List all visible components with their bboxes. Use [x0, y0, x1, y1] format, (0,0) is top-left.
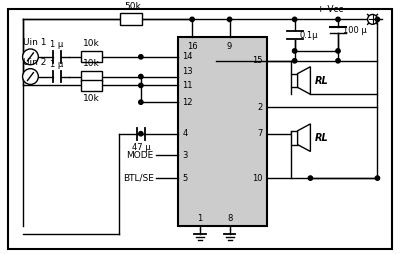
Circle shape [139, 100, 143, 104]
Circle shape [292, 59, 297, 63]
Text: 47 µ: 47 µ [132, 142, 150, 152]
Circle shape [308, 176, 312, 180]
Text: MODE: MODE [126, 151, 154, 160]
Text: 4: 4 [182, 129, 188, 138]
Circle shape [139, 55, 143, 59]
Text: 10: 10 [252, 173, 263, 183]
Text: 3: 3 [182, 151, 188, 160]
Circle shape [368, 14, 378, 24]
Circle shape [139, 83, 143, 88]
Polygon shape [298, 67, 310, 94]
Circle shape [292, 49, 297, 53]
Text: Uin 2: Uin 2 [22, 58, 46, 67]
Circle shape [336, 49, 340, 53]
Circle shape [190, 17, 194, 22]
Text: 7: 7 [258, 129, 263, 138]
Bar [291, 74, 298, 87]
Text: 100 µ: 100 µ [343, 26, 367, 35]
Circle shape [375, 17, 380, 22]
Bar [120, 13, 142, 25]
Text: RL: RL [314, 133, 328, 143]
Text: Uin 1: Uin 1 [22, 38, 46, 47]
Text: 13: 13 [182, 67, 193, 76]
Text: 1 µ: 1 µ [50, 60, 64, 69]
Circle shape [139, 74, 143, 79]
Text: 9: 9 [227, 42, 232, 51]
Bar [291, 131, 298, 145]
Text: 16: 16 [187, 42, 198, 51]
Text: 15: 15 [252, 56, 263, 65]
Text: 10k: 10k [83, 59, 100, 68]
Text: 12: 12 [182, 98, 193, 107]
Bar [81, 80, 102, 91]
Text: 0.1µ: 0.1µ [300, 31, 318, 40]
Bar [81, 71, 102, 82]
Bar [178, 37, 267, 226]
Text: 1 µ: 1 µ [50, 40, 64, 49]
Circle shape [22, 69, 38, 84]
Text: BTL/SE: BTL/SE [123, 173, 154, 183]
Text: 8: 8 [227, 214, 232, 224]
Text: 10k: 10k [83, 94, 100, 103]
Text: 14: 14 [182, 52, 193, 61]
Circle shape [22, 49, 38, 65]
Polygon shape [298, 124, 310, 151]
Circle shape [336, 17, 340, 22]
Text: + Vcc: + Vcc [317, 5, 343, 14]
Text: 10k: 10k [83, 39, 100, 48]
Circle shape [292, 17, 297, 22]
Text: 5: 5 [182, 173, 188, 183]
Circle shape [336, 59, 340, 63]
Circle shape [375, 176, 380, 180]
Text: 1: 1 [197, 214, 203, 224]
Circle shape [139, 132, 143, 136]
Text: 50k: 50k [124, 2, 141, 10]
Bar [81, 51, 102, 62]
Text: RL: RL [314, 75, 328, 86]
Text: 2: 2 [258, 103, 263, 112]
Text: 11: 11 [182, 81, 193, 90]
Circle shape [228, 17, 232, 22]
